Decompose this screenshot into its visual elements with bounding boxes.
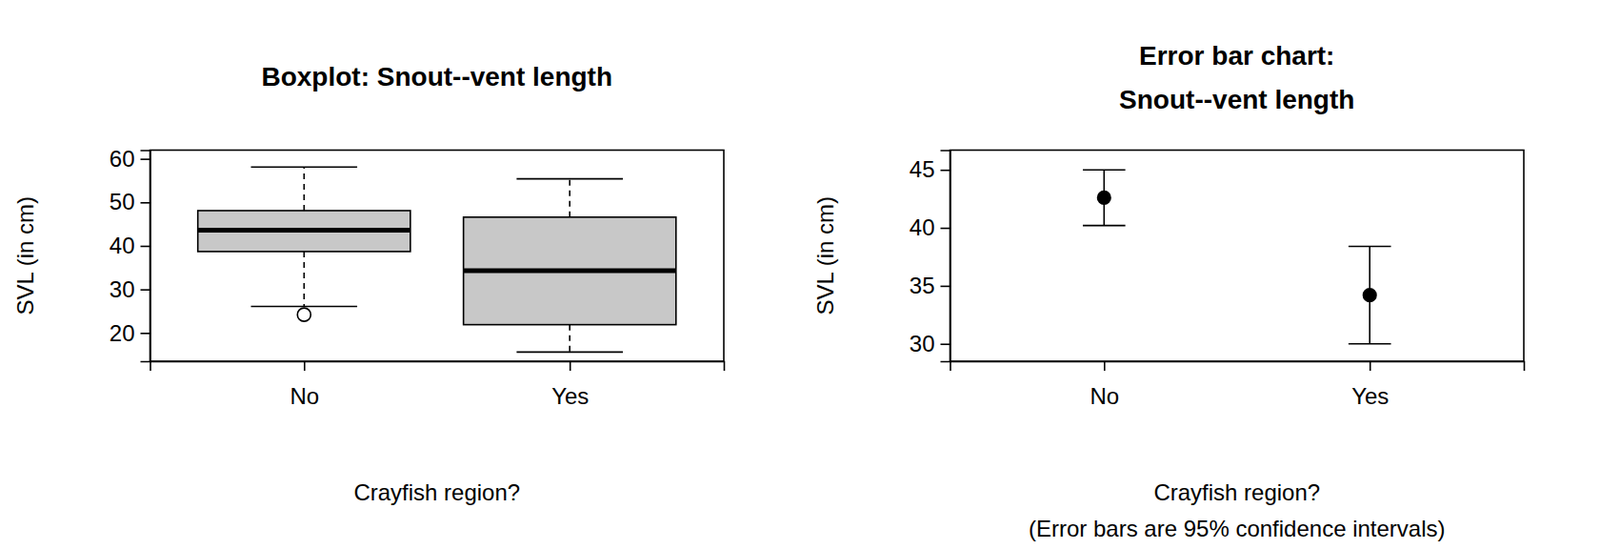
y-tick: 45	[909, 156, 951, 182]
x-axis-title: Crayfish region?	[353, 479, 520, 505]
x-tick: No	[289, 360, 320, 409]
whisker-lower	[302, 251, 305, 307]
x-tick: Yes	[551, 360, 589, 409]
x-tick-label: Yes	[1351, 382, 1389, 409]
x-tick-mark	[569, 360, 572, 371]
y-tick-label: 35	[909, 272, 936, 299]
whisker-cap-upper	[250, 166, 358, 169]
whisker-cap-upper	[516, 178, 623, 180]
whisker-cap-lower	[516, 351, 623, 354]
chart-title: Error bar chart:	[1139, 40, 1335, 71]
x-axis: No Yes	[150, 360, 725, 409]
caption: (Error bars are 95% confidence intervals…	[1028, 515, 1446, 541]
box	[463, 179, 677, 353]
point	[1097, 190, 1112, 205]
outlier	[297, 307, 311, 321]
box	[198, 166, 411, 321]
point	[1362, 287, 1378, 302]
x-tick-label: No	[289, 382, 320, 409]
whisker-lower	[568, 324, 571, 353]
y-axis-line	[940, 150, 952, 362]
x-tick-label: No	[1089, 382, 1120, 409]
x-axis-title: Crayfish region?	[1153, 479, 1320, 505]
whisker-cap-lower	[250, 305, 358, 308]
x-tick-mark	[303, 360, 306, 371]
y-tick-label: 40	[909, 214, 936, 240]
y-tick: 30	[909, 330, 951, 357]
box-body	[463, 217, 677, 325]
y-axis: 30 35 40 45	[909, 150, 951, 362]
y-tick: 40	[909, 214, 951, 240]
y-axis-title: SVL (in cm)	[12, 196, 39, 315]
box-median	[463, 268, 677, 274]
panel: Boxplot: Snout--vent length 20 30 40 50 60 No Y…	[12, 61, 725, 505]
whisker-upper	[568, 179, 571, 218]
y-tick-mark	[940, 169, 951, 172]
y-tick-mark	[140, 288, 151, 291]
plot-frame	[150, 150, 725, 362]
x-tick-mark	[1103, 360, 1106, 371]
error-cap-lower	[1082, 224, 1126, 227]
x-tick-label: Yes	[551, 382, 589, 409]
box-median	[198, 227, 411, 233]
error-cap-upper	[1348, 245, 1392, 248]
plot-marks	[198, 166, 677, 352]
y-tick: 20	[109, 319, 151, 345]
y-tick-mark	[940, 285, 951, 288]
y-tick-mark	[140, 332, 151, 335]
y-tick: 50	[109, 188, 151, 215]
plot-marks	[1082, 169, 1392, 344]
y-axis-line	[140, 150, 152, 362]
y-tick-label: 30	[109, 276, 136, 302]
y-tick-label: 30	[909, 330, 936, 357]
x-axis-line	[950, 361, 1525, 372]
y-tick-mark	[140, 201, 151, 204]
y-tick: 60	[109, 145, 151, 172]
y-tick: 40	[109, 232, 151, 259]
chart-title: Snout--vent length	[1119, 84, 1355, 115]
panel: Error bar chart: Snout--vent length 30 35 40…	[812, 40, 1525, 541]
y-tick-label: 60	[109, 145, 136, 172]
x-tick: Yes	[1351, 360, 1389, 409]
y-tick-label: 50	[109, 188, 136, 215]
y-axis-title: SVL (in cm)	[812, 196, 839, 315]
y-tick-mark	[940, 227, 951, 230]
box-body	[198, 210, 411, 252]
x-tick-mark	[1369, 360, 1372, 371]
chart-canvas: Boxplot: Snout--vent length 20 30 40 50 60 No Y…	[0, 0, 1600, 549]
error-cap-upper	[1082, 168, 1126, 171]
error-bar-group	[1348, 246, 1392, 344]
plot-frame	[950, 150, 1525, 362]
y-tick-label: 40	[109, 232, 136, 259]
error-cap-lower	[1348, 342, 1392, 345]
whisker-upper	[302, 166, 305, 211]
error-bar-group	[1082, 169, 1126, 225]
x-tick: No	[1089, 360, 1120, 409]
y-tick-mark	[140, 158, 151, 160]
y-tick-mark	[140, 245, 151, 248]
y-tick: 35	[909, 272, 951, 299]
x-axis: No Yes	[950, 360, 1525, 409]
y-tick: 30	[109, 276, 151, 302]
y-tick-label: 20	[109, 319, 136, 345]
x-axis-line	[150, 361, 725, 372]
y-axis: 20 30 40 50 60	[109, 145, 151, 362]
chart-title: Boxplot: Snout--vent length	[260, 61, 613, 92]
y-tick-label: 45	[909, 156, 936, 182]
y-tick-mark	[940, 342, 951, 345]
